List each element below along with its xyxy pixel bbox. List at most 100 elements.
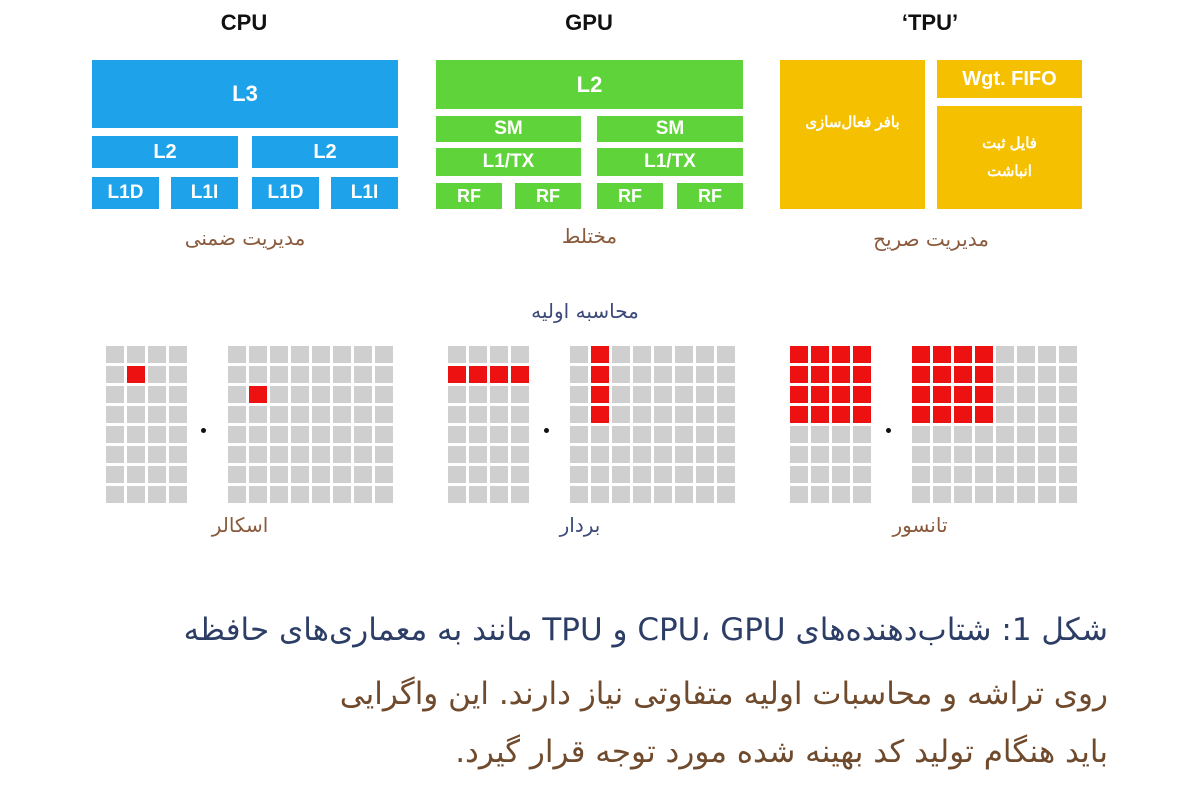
highlighted-cell	[591, 406, 609, 423]
matrix-cell	[333, 346, 351, 363]
matrix-cell	[675, 486, 693, 503]
figure-caption-line-3: باید هنگام تولید کد بهینه شده مورد توجه …	[455, 734, 1108, 770]
matrix-cell	[954, 426, 972, 443]
matrix-cell	[312, 346, 330, 363]
matrix-cell	[333, 486, 351, 503]
matrix-cell	[853, 446, 871, 463]
highlighted-cell	[591, 386, 609, 403]
tpu-title: ‘TPU’	[901, 10, 959, 35]
matrix-cell	[490, 346, 508, 363]
matrix-cell	[790, 486, 808, 503]
matrix-cell	[975, 466, 993, 483]
matrix-cell	[375, 486, 393, 503]
matrix-cell	[996, 426, 1014, 443]
matrix-cell	[228, 426, 246, 443]
matrix-cell	[612, 486, 630, 503]
matrix-cell	[106, 446, 124, 463]
matrix-cell	[1038, 366, 1056, 383]
matrix-cell	[1059, 426, 1077, 443]
matrix-cell	[106, 386, 124, 403]
matrix-cell	[1017, 466, 1035, 483]
matrix-cell	[654, 486, 672, 503]
matrix-cell	[717, 446, 735, 463]
cpu-l3-block: L3	[92, 60, 398, 128]
highlighted-cell	[448, 366, 466, 383]
cpu-l1d-block: L1D	[252, 177, 319, 209]
matrix-cell	[811, 486, 829, 503]
highlighted-cell	[127, 366, 145, 383]
matrix-cell	[675, 386, 693, 403]
matrix-cell	[811, 446, 829, 463]
matrix-cell	[127, 346, 145, 363]
matrix-cell	[717, 486, 735, 503]
matrix-cell	[696, 406, 714, 423]
matrix-cell	[717, 366, 735, 383]
matrix-cell	[1038, 446, 1056, 463]
matrix-cell	[270, 386, 288, 403]
matrix-cell	[654, 426, 672, 443]
matrix-cell	[291, 386, 309, 403]
matrix-cell	[675, 366, 693, 383]
vector-left-matrix	[448, 346, 529, 503]
tpu-caption: مدیریت صریح	[873, 227, 989, 251]
gpu-l1tx-block: L1/TX	[436, 148, 581, 176]
matrix-cell	[148, 446, 166, 463]
matrix-cell	[291, 486, 309, 503]
highlighted-cell	[853, 386, 871, 403]
matrix-cell	[675, 406, 693, 423]
matrix-cell	[228, 486, 246, 503]
matrix-cell	[975, 426, 993, 443]
matrix-cell	[633, 426, 651, 443]
highlighted-cell	[790, 346, 808, 363]
matrix-cell	[448, 406, 466, 423]
matrix-cell	[511, 386, 529, 403]
matrix-cell	[675, 346, 693, 363]
highlighted-cell	[853, 406, 871, 423]
matrix-cell	[291, 406, 309, 423]
highlighted-cell	[790, 386, 808, 403]
matrix-cell	[954, 486, 972, 503]
matrix-cell	[291, 366, 309, 383]
tpu-accumulator-register-block: فایل ثبت انباشت	[937, 106, 1082, 209]
matrix-cell	[996, 486, 1014, 503]
matrix-cell	[228, 446, 246, 463]
matrix-cell	[354, 346, 372, 363]
matrix-cell	[696, 426, 714, 443]
matrix-cell	[249, 486, 267, 503]
matrix-cell	[333, 386, 351, 403]
figure-caption-line-1: شکل 1: شتاب‌دهنده‌های CPU، GPU و TPU مان…	[183, 612, 1108, 648]
matrix-cell	[675, 466, 693, 483]
matrix-cell	[1059, 406, 1077, 423]
highlighted-cell	[933, 366, 951, 383]
matrix-cell	[811, 466, 829, 483]
matrix-cell	[996, 466, 1014, 483]
matrix-cell	[717, 426, 735, 443]
matrix-cell	[270, 486, 288, 503]
matrix-cell	[912, 486, 930, 503]
highlighted-cell	[591, 366, 609, 383]
highlighted-cell	[912, 346, 930, 363]
tensor-dot-operator	[886, 428, 891, 433]
matrix-cell	[469, 446, 487, 463]
matrix-cell	[717, 406, 735, 423]
matrix-cell	[106, 406, 124, 423]
highlighted-cell	[912, 386, 930, 403]
scalar-dot-operator	[201, 428, 206, 433]
matrix-cell	[312, 426, 330, 443]
matrix-cell	[633, 366, 651, 383]
gpu-sm-block: SM	[436, 116, 581, 142]
matrix-cell	[1038, 486, 1056, 503]
matrix-cell	[312, 446, 330, 463]
matrix-cell	[832, 446, 850, 463]
matrix-cell	[490, 406, 508, 423]
matrix-cell	[469, 466, 487, 483]
matrix-cell	[1038, 466, 1056, 483]
matrix-cell	[249, 446, 267, 463]
scalar-right-matrix	[228, 346, 393, 503]
matrix-cell	[312, 486, 330, 503]
matrix-cell	[1038, 426, 1056, 443]
gpu-title: GPU	[565, 10, 613, 35]
matrix-cell	[933, 426, 951, 443]
highlighted-cell	[249, 386, 267, 403]
matrix-cell	[148, 346, 166, 363]
